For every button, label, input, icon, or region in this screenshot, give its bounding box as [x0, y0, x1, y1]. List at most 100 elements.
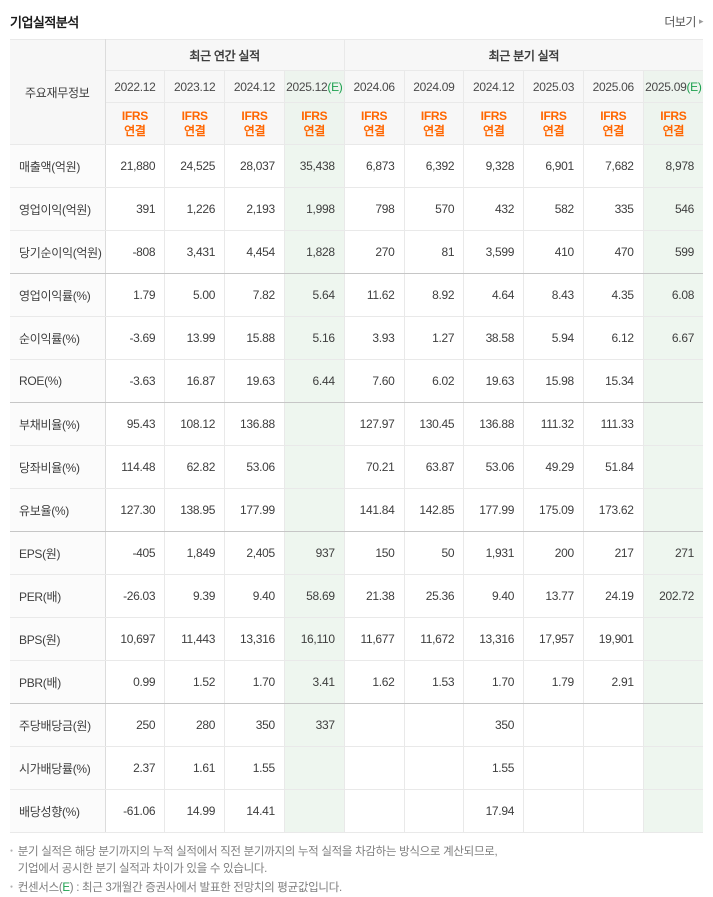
value-cell: 599 [642, 230, 704, 274]
column-header-ifrs: IFRS 연결 [463, 102, 525, 145]
row-label: 당기순이익(억원) [10, 230, 106, 274]
value-cell: 13,316 [224, 617, 285, 661]
footnote-line: 분기 실적은 해당 분기까지의 누적 실적에서 직전 분기까지의 누적 실적을 … [17, 846, 498, 858]
value-cell: 15.98 [523, 359, 584, 403]
value-cell: 5.94 [523, 316, 584, 360]
value-cell: -405 [104, 531, 166, 575]
value-cell: 53.06 [463, 445, 525, 489]
value-cell [642, 660, 704, 704]
table-row: 시가배당률(%) 2.37 1.61 1.55 1.55 [10, 746, 704, 790]
value-cell: 335 [582, 187, 644, 231]
value-cell: -3.69 [104, 316, 166, 360]
value-cell: 470 [582, 230, 644, 274]
panel-header: 기업실적분석 더보기 ▸ [10, 8, 704, 34]
value-cell: 1.55 [224, 746, 285, 790]
table-row: 당좌비율(%) 114.48 62.82 53.06 70.21 63.87 53.06 49… [10, 445, 704, 489]
value-cell: 570 [403, 187, 465, 231]
value-cell [642, 445, 704, 489]
value-cell [283, 445, 345, 489]
value-cell: 16,110 [283, 617, 345, 661]
value-cell: 177.99 [463, 488, 525, 532]
table-row: 부채비율(%) 95.43 108.12 136.88 127.97 130.45 136.… [10, 402, 704, 446]
value-cell: 95.43 [104, 402, 166, 446]
footnote-consensus: ● 컨센서스(E) : 최근 3개월간 증권사에서 발표한 전망치의 평균값입니… [10, 880, 703, 897]
column-header-ifrs: IFRS 연결 [283, 102, 345, 145]
value-cell: 53.06 [224, 445, 285, 489]
value-cell: 11,677 [343, 617, 405, 661]
value-cell: 217 [582, 531, 644, 575]
value-cell: 141.84 [343, 488, 405, 532]
column-header-ifrs: IFRS 연결 [224, 102, 285, 145]
footnote-quarterly: ● 분기 실적은 해당 분기까지의 누적 실적에서 직전 분기까지의 누적 실적… [10, 844, 703, 879]
estimate-suffix: (E) [686, 79, 702, 94]
value-cell: 3.93 [343, 316, 405, 360]
value-cell: 62.82 [164, 445, 226, 489]
value-cell: 5.00 [164, 273, 226, 317]
value-cell [403, 746, 465, 790]
value-cell: 1.55 [463, 746, 525, 790]
column-header-period: 2024.12 [463, 70, 525, 103]
value-cell: 6.67 [642, 316, 704, 360]
value-cell [283, 746, 345, 790]
row-label: ROE(%) [10, 359, 106, 403]
value-cell: 6.12 [582, 316, 644, 360]
value-cell [642, 488, 704, 532]
footnote-consensus-pre: 컨센서스( [17, 881, 63, 894]
value-cell: 108.12 [164, 402, 226, 446]
value-cell: -61.06 [104, 789, 166, 833]
value-cell: 410 [523, 230, 584, 274]
row-label: EPS(원) [10, 531, 106, 575]
value-cell: 9.40 [224, 574, 285, 618]
financials-table: 주요재무정보 최근 연간 실적 최근 분기 실적 2022.12 2023.12 2024… [10, 39, 704, 833]
value-cell: 173.62 [582, 488, 644, 532]
value-cell [642, 617, 704, 661]
value-cell: 21.38 [343, 574, 405, 618]
value-cell: 4.35 [582, 273, 644, 317]
column-header-period: 2024.06 [343, 70, 405, 103]
value-cell [343, 746, 405, 790]
value-cell: 24.19 [582, 574, 644, 618]
table-row: 영업이익(억원) 391 1,226 2,193 1,998 798 570 432 582 33… [10, 187, 704, 231]
value-cell: 1,828 [283, 230, 345, 274]
column-header-period: 2025.06 [582, 70, 644, 103]
row-label: 당좌비율(%) [10, 445, 106, 489]
value-cell: 175.09 [523, 488, 584, 532]
value-cell: 15.88 [224, 316, 285, 360]
column-header-ifrs: IFRS 연결 [164, 102, 226, 145]
value-cell: 337 [283, 703, 345, 747]
value-cell: 1,226 [164, 187, 226, 231]
value-cell [523, 703, 584, 747]
value-cell: 17,957 [523, 617, 584, 661]
value-cell: 5.64 [283, 273, 345, 317]
value-cell: 111.32 [523, 402, 584, 446]
row-label: 영업이익(억원) [10, 187, 106, 231]
value-cell: 17.94 [463, 789, 525, 833]
value-cell: 15.34 [582, 359, 644, 403]
value-cell: 81 [403, 230, 465, 274]
more-link-label: 더보기 [664, 14, 696, 29]
value-cell: 200 [523, 531, 584, 575]
value-cell: 13.77 [523, 574, 584, 618]
column-header-ifrs: IFRS 연결 [343, 102, 405, 145]
estimate-suffix: (E) [327, 79, 343, 94]
row-label: 시가배당률(%) [10, 746, 106, 790]
value-cell: 6.44 [283, 359, 345, 403]
corner-header: 주요재무정보 [10, 39, 106, 145]
column-header-period: 2025.12(E) [283, 70, 345, 103]
value-cell: 138.95 [164, 488, 226, 532]
page-title: 기업실적분석 [10, 14, 79, 30]
footnote-consensus-post: ) : 최근 3개월간 증권사에서 발표한 전망치의 평균값입니다. [69, 881, 342, 894]
value-cell [642, 789, 704, 833]
value-cell: 350 [224, 703, 285, 747]
value-cell: 16.87 [164, 359, 226, 403]
value-cell: 7,682 [582, 144, 644, 188]
more-link[interactable]: 더보기 ▸ [664, 13, 703, 30]
value-cell [403, 703, 465, 747]
table-row: EPS(원) -405 1,849 2,405 937 150 50 1,931 200 217 2… [10, 531, 704, 575]
value-cell: 6.08 [642, 273, 704, 317]
value-cell: 350 [463, 703, 525, 747]
row-label: PBR(배) [10, 660, 106, 704]
value-cell: 150 [343, 531, 405, 575]
value-cell: 1.52 [164, 660, 226, 704]
value-cell: 13,316 [463, 617, 525, 661]
